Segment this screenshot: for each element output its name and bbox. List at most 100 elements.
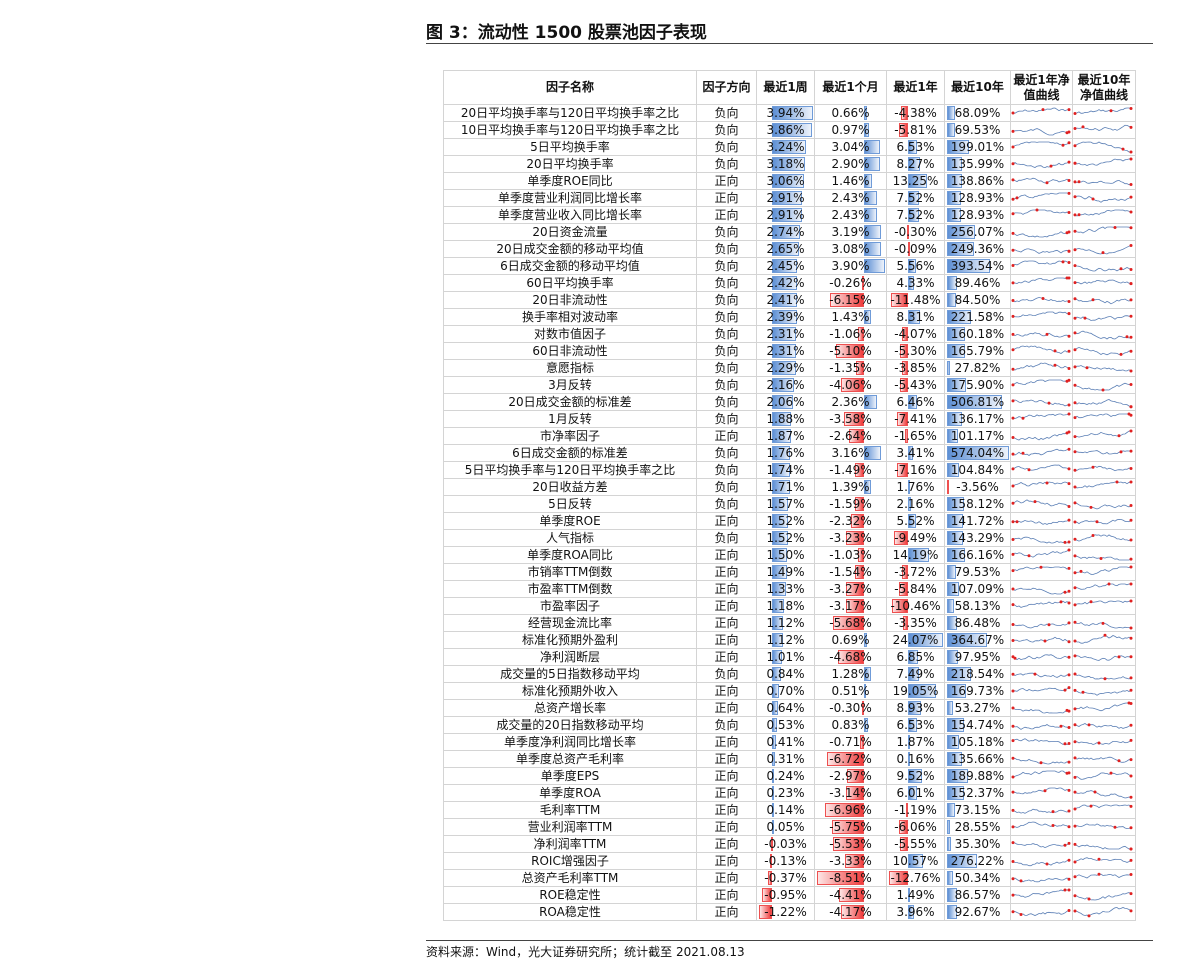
sparkline-path xyxy=(1074,365,1132,372)
sparkline-dot xyxy=(1067,300,1071,303)
sparkline-cell xyxy=(1010,393,1073,411)
sparkline-dot xyxy=(1091,298,1095,302)
data-bar xyxy=(905,803,908,817)
data-bar xyxy=(844,412,864,426)
cell-value: -1.19% xyxy=(894,803,937,817)
sparkline-path xyxy=(1012,464,1070,471)
cell-value: 1.49% xyxy=(896,888,935,902)
sparkline-dot xyxy=(1129,195,1133,199)
sparkline-dot xyxy=(1067,909,1071,912)
table-row: 毛利率TTM 正向 0.14% -6.96% -1.19% 73.15% xyxy=(443,801,1136,819)
table-row: 60日非流动性 负向 2.31% -5.10% -5.30% 165.79% xyxy=(443,342,1136,360)
sparkline-path xyxy=(1075,450,1132,455)
sparkline-dot xyxy=(1073,842,1077,846)
data-bar xyxy=(771,378,795,392)
sparkline xyxy=(1011,770,1071,779)
cell-value: 506.81% xyxy=(950,395,1005,409)
data-bar xyxy=(907,497,911,511)
data-bar xyxy=(770,854,773,868)
sparkline-path xyxy=(1012,248,1070,254)
data-bar xyxy=(771,548,788,562)
table-cell: 97.95% xyxy=(944,648,1011,666)
sparkline-path xyxy=(1074,481,1132,489)
sparkline-cell xyxy=(1010,478,1073,496)
sparkline-cell xyxy=(1072,852,1136,870)
sparkline-dot xyxy=(1091,534,1095,537)
sparkline-dot xyxy=(1073,875,1077,879)
sparkline-dot xyxy=(1129,244,1133,247)
cell-value: -0.09% xyxy=(894,242,937,256)
table-cell: -0.13% xyxy=(756,852,815,870)
cell-value: 1.74% xyxy=(766,463,805,477)
sparkline-dot xyxy=(1049,164,1053,168)
sparkline xyxy=(1011,208,1071,216)
sparkline-dot xyxy=(1129,107,1133,110)
cell-value: -0.30% xyxy=(894,225,937,239)
sparkline-dot xyxy=(1067,179,1071,182)
sparkline-dot xyxy=(1073,180,1077,184)
data-bar xyxy=(862,276,865,290)
table-cell: 换手率相对波动率 xyxy=(443,308,697,326)
cell-value: 79.53% xyxy=(954,565,1001,579)
sparkline-path xyxy=(1012,808,1070,814)
sparkline-dot xyxy=(1097,741,1101,745)
data-bar xyxy=(845,854,864,868)
sparkline-dot xyxy=(1129,582,1133,586)
sparkline-dot xyxy=(1067,505,1071,508)
table-cell: 2.41% xyxy=(756,291,815,309)
sparkline-path xyxy=(1074,655,1131,661)
sparkline xyxy=(1011,600,1071,608)
sparkline-dot xyxy=(1117,434,1121,438)
sparkline-path xyxy=(1074,583,1131,590)
sparkline-dot xyxy=(1119,267,1123,271)
data-bar xyxy=(907,769,922,783)
data-bar xyxy=(907,480,911,494)
table-cell: 正向 xyxy=(696,597,757,615)
cell-text: 负向 xyxy=(714,361,739,375)
sparkline-cell xyxy=(1010,461,1073,479)
sparkline-dot xyxy=(1045,862,1049,866)
table-cell: 负向 xyxy=(696,138,757,156)
table-cell: 3.41% xyxy=(886,444,945,462)
cell-value: -5.68% xyxy=(829,616,872,630)
data-bar xyxy=(947,735,959,749)
sparkline-dot xyxy=(1129,909,1133,913)
cell-text: 负向 xyxy=(714,123,739,137)
sparkline-dot xyxy=(1129,636,1133,640)
table-row: 市盈率TTM倒数 正向 1.33% -3.27% -5.84% 107.09% xyxy=(443,580,1136,598)
data-bar xyxy=(907,854,924,868)
cell-value: 135.66% xyxy=(950,752,1005,766)
table-cell: 市盈率因子 xyxy=(443,597,697,615)
sparkline xyxy=(1073,465,1133,472)
table-row: 市销率TTM倒数 正向 1.49% -1.54% -3.72% 79.53% xyxy=(443,563,1136,581)
cell-value: -3.14% xyxy=(829,786,872,800)
data-bar xyxy=(857,548,864,562)
sparkline-cell xyxy=(1010,342,1073,360)
data-bar xyxy=(947,650,958,664)
sparkline-dot xyxy=(1011,264,1015,267)
table-cell: 1.76% xyxy=(756,444,815,462)
sparkline-dot xyxy=(1129,335,1133,339)
sparkline-dot xyxy=(1073,775,1077,779)
sparkline xyxy=(1011,481,1071,488)
sparkline xyxy=(1073,346,1133,356)
cell-text: 正向 xyxy=(714,514,739,528)
sparkline-dot xyxy=(1073,161,1077,165)
data-bar xyxy=(841,378,864,392)
cell-value: 2.42% xyxy=(766,276,805,290)
data-bar xyxy=(863,259,885,273)
sparkline-dot xyxy=(1067,841,1071,845)
sparkline-dot xyxy=(1085,366,1089,370)
table-cell: 364.67% xyxy=(944,631,1011,649)
data-bar xyxy=(947,888,957,902)
sparkline-dot xyxy=(1011,724,1015,728)
sparkline-dot xyxy=(1109,109,1113,113)
sparkline-path xyxy=(1012,636,1070,643)
cell-text: 负向 xyxy=(714,225,739,239)
sparkline-path xyxy=(1074,209,1132,217)
sparkline xyxy=(1011,548,1071,558)
sparkline-dot xyxy=(1129,655,1133,659)
cell-value: 0.24% xyxy=(766,769,805,783)
sparkline-path xyxy=(1074,502,1132,510)
table-cell: 正向 xyxy=(696,172,757,190)
